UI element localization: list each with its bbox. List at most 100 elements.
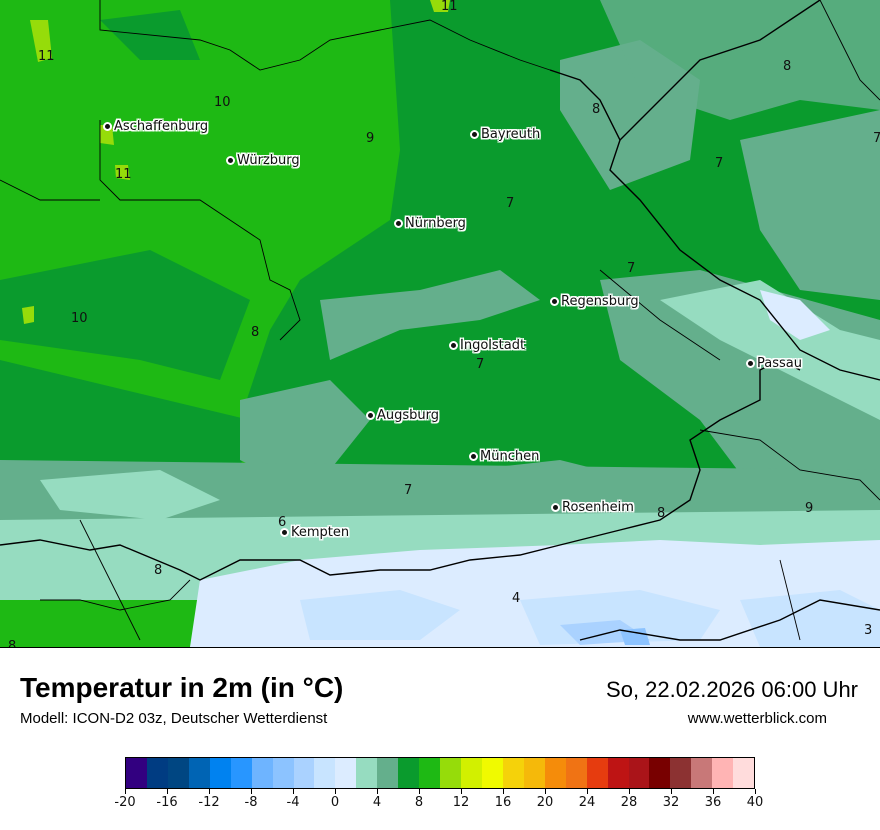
legend-tick-mark (167, 789, 168, 794)
legend-swatch (670, 758, 692, 788)
isoline-value: 11 (115, 167, 132, 182)
isoline-value: 8 (154, 563, 163, 578)
legend-swatch (167, 758, 189, 788)
isoline-value: 11 (38, 49, 55, 64)
legend-tick-label: 40 (746, 795, 764, 810)
legend-tick-label: -12 (198, 795, 220, 810)
legend-swatch (607, 758, 629, 788)
legend-swatch (272, 758, 294, 788)
color-legend (125, 757, 755, 789)
legend-tick-mark (461, 789, 462, 794)
city-marker[interactable]: Aschaffenburg (103, 119, 208, 134)
city-marker[interactable]: Ingolstadt (449, 338, 525, 353)
legend-tick-label: -4 (286, 795, 300, 810)
city-marker[interactable]: Kempten (280, 525, 349, 540)
legend-swatch (565, 758, 587, 788)
isoline-value: 7 (476, 357, 485, 372)
legend-tick-label: 4 (372, 795, 382, 810)
legend-tick-mark (377, 789, 378, 794)
legend-tick-label: -8 (244, 795, 258, 810)
legend-swatch (314, 758, 336, 788)
isoline-value: 8 (783, 59, 792, 74)
city-label: Augsburg (377, 408, 440, 423)
legend-tick-label: 20 (536, 795, 554, 810)
isoline-value: 9 (366, 131, 375, 146)
website-link[interactable]: www.wetterblick.com (687, 710, 827, 727)
city-label: Aschaffenburg (114, 119, 209, 134)
isoline-value: 8 (592, 102, 601, 117)
city-marker[interactable]: Augsburg (366, 408, 439, 423)
city-marker[interactable]: Bayreuth (470, 127, 540, 142)
legend-swatch (712, 758, 734, 788)
isoline-value: 8 (251, 325, 260, 340)
legend-swatch (691, 758, 713, 788)
legend-tick-label: 16 (494, 795, 512, 810)
city-label: Würzburg (237, 153, 300, 168)
city-label: Nürnberg (405, 216, 466, 231)
city-dot-icon (470, 130, 479, 139)
city-dot-icon (366, 411, 375, 420)
city-dot-icon (746, 359, 755, 368)
legend-swatch (733, 758, 755, 788)
map-raster (0, 0, 880, 647)
legend-swatch (126, 758, 147, 788)
legend-tick-label: 36 (704, 795, 722, 810)
city-marker[interactable]: Würzburg (226, 153, 300, 168)
legend-swatch (649, 758, 671, 788)
legend-tick-mark (671, 789, 672, 794)
isoline-value: 3 (864, 623, 873, 638)
legend-swatch (502, 758, 524, 788)
city-dot-icon (469, 452, 478, 461)
city-marker[interactable]: Rosenheim (551, 500, 634, 515)
legend-tick-mark (293, 789, 294, 794)
legend-swatch (188, 758, 210, 788)
legend-swatch (628, 758, 650, 788)
legend-swatch (293, 758, 315, 788)
legend-swatch (586, 758, 608, 788)
legend-swatch (251, 758, 273, 788)
city-label: Rosenheim (562, 500, 634, 515)
legend-tick-mark (629, 789, 630, 794)
legend-tick-mark (587, 789, 588, 794)
city-dot-icon (103, 122, 112, 131)
isoline-value: 11 (441, 0, 458, 14)
city-label: München (480, 449, 540, 464)
isoline-value: 7 (627, 261, 636, 276)
legend-ticks: -20 -16 -12 -8 -4 0 4 8 12 16 20 24 28 32 36 40 (114, 789, 763, 819)
legend-tick-mark (755, 789, 756, 794)
city-dot-icon (551, 503, 560, 512)
chart-title: Temperatur in 2m (in °C) (20, 672, 344, 703)
isoline-value: 7 (873, 132, 880, 145)
city-marker[interactable]: Passau (746, 356, 802, 371)
isoline-value: 7 (404, 483, 413, 498)
forecast-datetime: So, 22.02.2026 06:00 Uhr (606, 677, 858, 702)
model-subtitle: Modell: ICON-D2 03z, Deutscher Wetterdie… (20, 710, 328, 727)
legend-tick-label: 28 (620, 795, 638, 810)
legend-tick-mark (503, 789, 504, 794)
legend-tick-mark (419, 789, 420, 794)
legend-tick-label: -20 (114, 795, 136, 810)
legend-swatch (356, 758, 378, 788)
temperature-map[interactable]: 11 11 10 9 11 8 8 7 7 7 7 10 8 7 7 6 8 8 9 4 3 8 Aschaffenbur… (0, 0, 880, 648)
city-label: Passau (757, 356, 802, 371)
legend-tick-mark (335, 789, 336, 794)
city-dot-icon (280, 528, 289, 537)
city-label: Kempten (291, 525, 350, 540)
city-marker[interactable]: Regensburg (550, 294, 639, 309)
isoline-value: 6 (278, 515, 287, 530)
city-label: Regensburg (561, 294, 639, 309)
legend-swatch (481, 758, 503, 788)
legend-tick-label: -16 (156, 795, 178, 810)
city-label: Bayreuth (481, 127, 541, 142)
legend-tick-mark (125, 789, 126, 794)
isoline-value: 9 (805, 501, 814, 516)
legend-swatch (146, 758, 168, 788)
isoline-value: 8 (657, 506, 666, 521)
city-marker[interactable]: München (469, 449, 539, 464)
city-dot-icon (394, 219, 403, 228)
city-label: Ingolstadt (460, 338, 526, 353)
legend-swatch (230, 758, 252, 788)
legend-tick-label: 0 (330, 795, 340, 810)
city-dot-icon (226, 156, 235, 165)
city-marker[interactable]: Nürnberg (394, 216, 466, 231)
